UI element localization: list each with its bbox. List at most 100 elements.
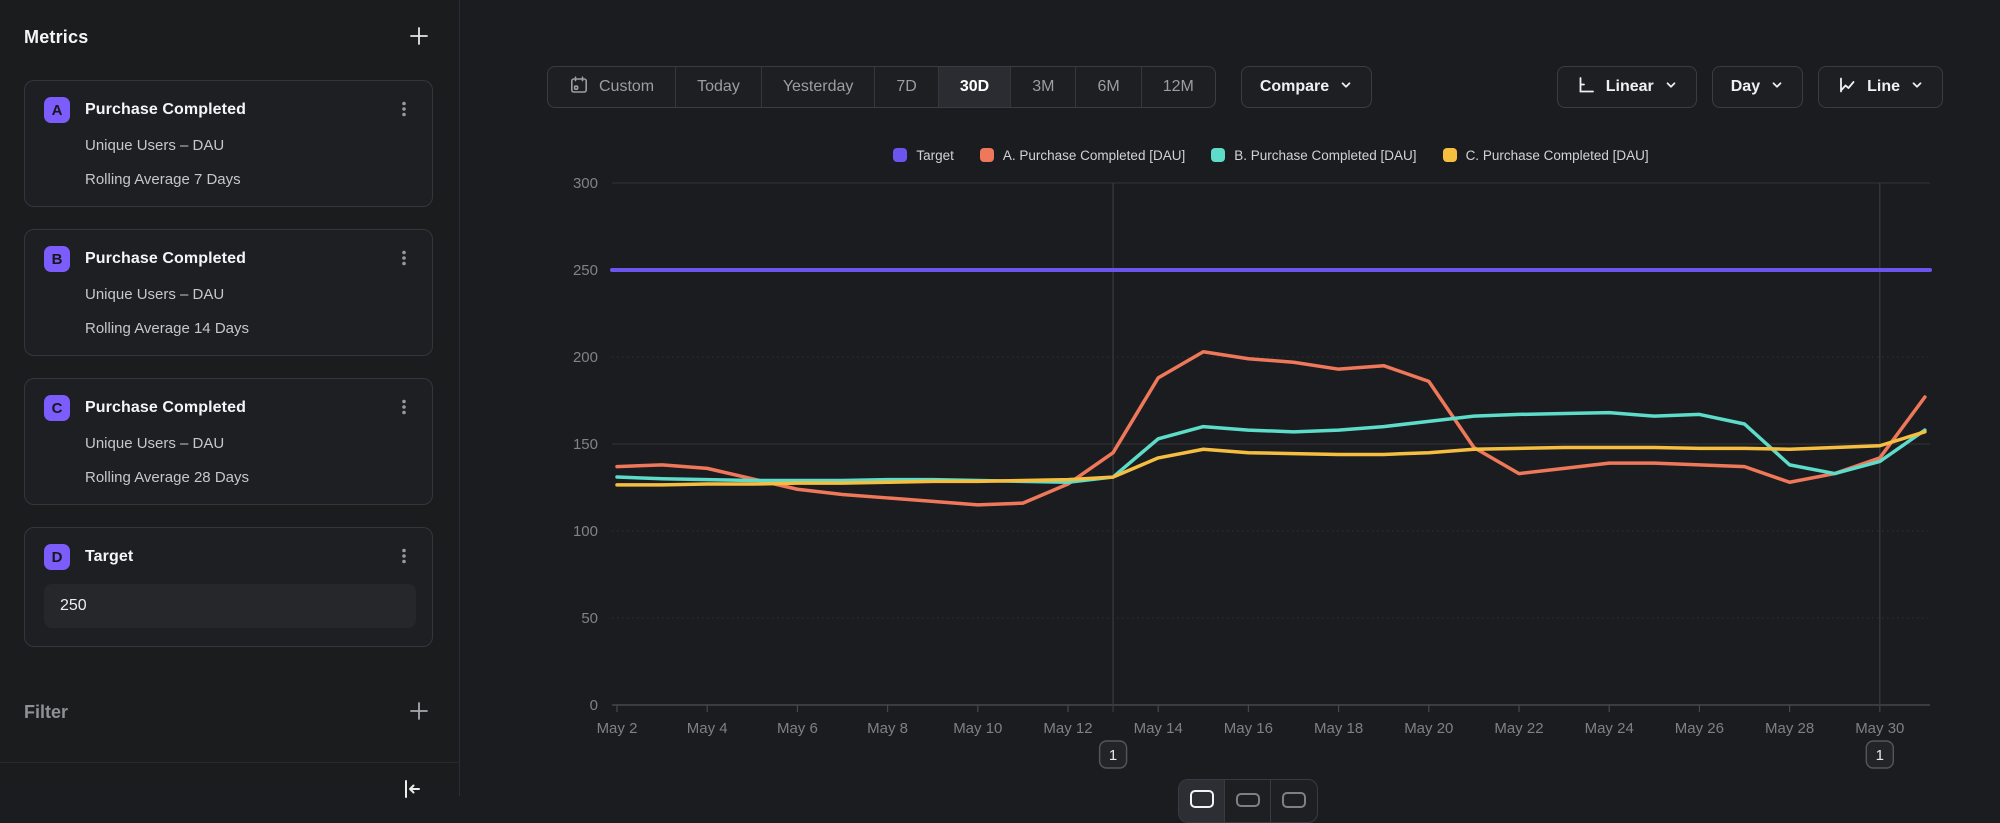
range-label: Today xyxy=(697,78,740,95)
metric-card-b[interactable]: B Purchase Completed Unique Users – DAU … xyxy=(24,229,433,356)
range-6m[interactable]: 6M xyxy=(1076,67,1142,107)
chart-style-option-2[interactable] xyxy=(1225,780,1271,822)
metric-card-a[interactable]: A Purchase Completed Unique Users – DAU … xyxy=(24,80,433,207)
metric-options-button[interactable] xyxy=(392,98,416,122)
sidebar-footer-divider xyxy=(0,762,460,763)
svg-text:May 14: May 14 xyxy=(1134,720,1183,737)
svg-text:May 16: May 16 xyxy=(1224,720,1273,737)
metric-card-header: C Purchase Completed xyxy=(44,395,416,421)
metric-measure: Unique Users – DAU xyxy=(85,137,225,154)
metric-transform: Rolling Average 28 Days xyxy=(85,469,249,486)
svg-text:May 18: May 18 xyxy=(1314,720,1363,737)
metric-badge: C xyxy=(44,395,70,421)
sidebar-header: Metrics xyxy=(24,22,433,52)
chart-style-toggle xyxy=(1178,779,1318,823)
metric-title: Target xyxy=(85,548,134,565)
legend-label: A. Purchase Completed [DAU] xyxy=(1002,147,1186,163)
svg-text:May 10: May 10 xyxy=(953,720,1002,737)
chevron-down-icon xyxy=(1339,78,1353,97)
chevron-down-icon xyxy=(1664,78,1678,97)
compare-button[interactable]: Compare xyxy=(1240,66,1373,108)
range-label: 30D xyxy=(959,78,990,95)
toolbar-right-group: Linear Day Line xyxy=(1556,66,1943,108)
metric-title: Purchase Completed xyxy=(85,101,246,118)
interval-select-button[interactable]: Day xyxy=(1711,66,1804,108)
filter-section-header: Filter xyxy=(24,697,433,727)
chart-type-label: Line xyxy=(1867,78,1900,95)
filter-title: Filter xyxy=(24,701,69,722)
toolbar-left-group: Custom Today Yesterday 7D 30D 3M 6M 12M … xyxy=(547,66,1557,108)
target-value-input[interactable] xyxy=(44,584,416,628)
legend-label: Target xyxy=(916,147,954,163)
svg-text:1: 1 xyxy=(1876,747,1884,764)
legend-swatch xyxy=(1442,148,1457,162)
legend-item-c[interactable]: C. Purchase Completed [DAU] xyxy=(1442,147,1649,163)
metric-options-button[interactable] xyxy=(392,396,416,420)
add-filter-button[interactable] xyxy=(405,698,433,726)
range-12m[interactable]: 12M xyxy=(1142,67,1215,107)
add-metric-button[interactable] xyxy=(405,23,433,51)
legend-label: B. Purchase Completed [DAU] xyxy=(1234,147,1417,163)
date-range-control: Custom Today Yesterday 7D 30D 3M 6M 12M xyxy=(547,66,1216,108)
kebab-icon xyxy=(396,249,412,270)
svg-text:May 8: May 8 xyxy=(867,720,908,737)
svg-text:May 26: May 26 xyxy=(1675,720,1724,737)
metric-transform: Rolling Average 14 Days xyxy=(85,320,249,337)
svg-text:May 28: May 28 xyxy=(1765,720,1814,737)
line-chart-plot[interactable]: 0 50 100 150 200 250 300 May 2 May 4 May 6 May 8 Ma… xyxy=(461,0,2000,796)
chart-style-option-1[interactable] xyxy=(1179,780,1225,822)
range-3m[interactable]: 3M xyxy=(1011,67,1077,107)
target-card[interactable]: D Target xyxy=(24,527,433,647)
collapse-sidebar-button[interactable] xyxy=(398,776,426,804)
legend-item-a[interactable]: A. Purchase Completed [DAU] xyxy=(979,147,1186,163)
axis-scale-icon xyxy=(1576,75,1596,100)
legend-item-b[interactable]: B. Purchase Completed [DAU] xyxy=(1211,147,1417,163)
metric-badge: D xyxy=(44,544,70,570)
range-7d[interactable]: 7D xyxy=(875,67,939,107)
range-30d[interactable]: 30D xyxy=(938,67,1012,107)
chart-style-icon xyxy=(1282,792,1306,808)
range-label: 3M xyxy=(1032,78,1055,95)
line-chart-icon xyxy=(1837,75,1857,100)
range-label: 12M xyxy=(1162,78,1194,95)
chart-legend: Target A. Purchase Completed [DAU] B. Pu… xyxy=(612,143,1930,167)
legend-item-target[interactable]: Target xyxy=(893,148,954,163)
metric-measure: Unique Users – DAU xyxy=(85,286,225,303)
svg-text:May 6: May 6 xyxy=(777,720,818,737)
svg-text:May 30: May 30 xyxy=(1855,720,1904,737)
metric-transform: Rolling Average 7 Days xyxy=(85,171,241,188)
interval-label: Day xyxy=(1730,78,1761,95)
chart-style-option-3[interactable] xyxy=(1271,780,1317,822)
svg-text:May 4: May 4 xyxy=(687,720,728,737)
range-custom[interactable]: Custom xyxy=(548,67,677,107)
metric-badge: B xyxy=(44,246,70,272)
chart-panel: Custom Today Yesterday 7D 30D 3M 6M 12M … xyxy=(461,0,2000,823)
svg-text:1: 1 xyxy=(1109,747,1117,764)
metric-card-header: D Target xyxy=(44,544,416,570)
legend-label: C. Purchase Completed [DAU] xyxy=(1465,147,1649,163)
metric-title: Purchase Completed xyxy=(85,399,246,416)
metric-options-button[interactable] xyxy=(392,247,416,271)
range-label: 7D xyxy=(896,78,917,95)
svg-text:May 22: May 22 xyxy=(1494,720,1543,737)
range-label: 6M xyxy=(1097,78,1120,95)
compare-label: Compare xyxy=(1259,78,1330,95)
kebab-icon xyxy=(396,100,412,121)
range-label: Custom xyxy=(599,78,655,95)
metric-options-button[interactable] xyxy=(392,545,416,569)
metrics-sidebar: Metrics A Purchase Completed Unique User… xyxy=(0,0,460,798)
metric-card-c[interactable]: C Purchase Completed Unique Users – DAU … xyxy=(24,378,433,505)
sidebar-title: Metrics xyxy=(24,26,89,47)
range-today[interactable]: Today xyxy=(676,67,762,107)
chevron-down-icon xyxy=(1770,78,1784,97)
svg-text:50: 50 xyxy=(581,610,598,627)
chart-type-select-button[interactable]: Line xyxy=(1818,66,1943,108)
chart-style-icon xyxy=(1189,790,1214,808)
legend-swatch xyxy=(1211,148,1226,162)
kebab-icon xyxy=(396,398,412,419)
collapse-sidebar-icon xyxy=(400,777,424,804)
scale-select-button[interactable]: Linear xyxy=(1556,66,1697,108)
metric-badge: A xyxy=(44,97,70,123)
range-yesterday[interactable]: Yesterday xyxy=(762,67,876,107)
metric-card-header: A Purchase Completed xyxy=(44,97,416,123)
